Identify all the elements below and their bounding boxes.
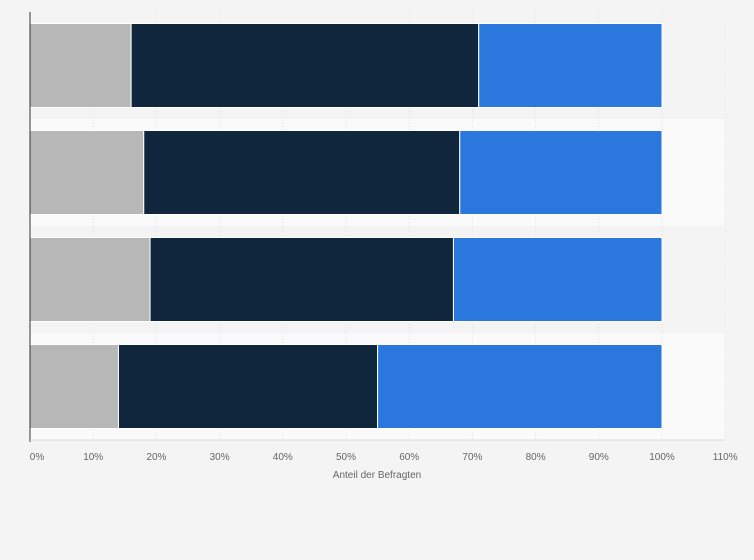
x-tick-label: 110% <box>713 452 738 463</box>
x-tick-label: 50% <box>336 452 356 463</box>
x-tick-label: 10% <box>83 452 103 463</box>
bar-segment <box>29 344 119 429</box>
bar-segment <box>459 130 663 215</box>
bar-segment <box>29 23 132 108</box>
x-tick-label: 0% <box>30 452 45 463</box>
bar-segment <box>143 130 461 215</box>
x-axis-title: Anteil der Befragten <box>333 470 421 481</box>
bar-segment <box>478 23 663 108</box>
x-tick-label: 90% <box>589 452 609 463</box>
x-tick-label: 60% <box>399 452 419 463</box>
bar-segment <box>29 130 145 215</box>
x-tick-label: 80% <box>526 452 546 463</box>
x-tick-label: 40% <box>273 452 293 463</box>
bar-segment <box>377 344 663 429</box>
x-tick-label: 70% <box>462 452 482 463</box>
x-tick-label: 30% <box>210 452 230 463</box>
x-tick-label: 100% <box>649 452 675 463</box>
bar-segment <box>452 237 663 322</box>
bar-segment <box>130 23 480 108</box>
bar-segment <box>117 344 379 429</box>
bar-segment <box>149 237 454 322</box>
bar-segment <box>29 237 151 322</box>
x-tick-label: 20% <box>146 452 166 463</box>
